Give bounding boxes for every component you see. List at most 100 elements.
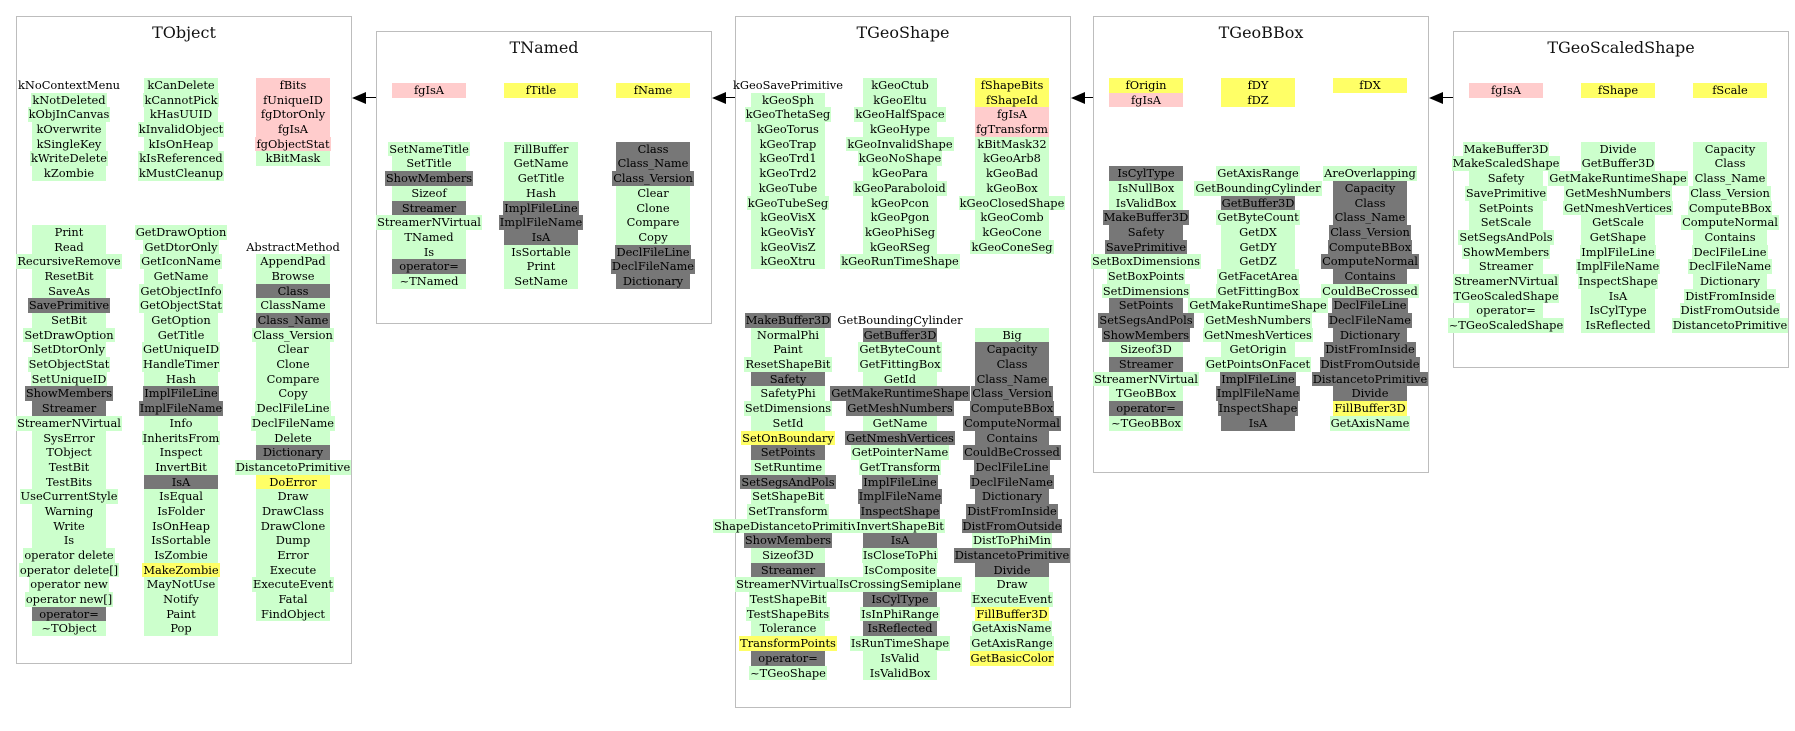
member-item: DrawClass: [218, 503, 368, 519]
member-label: kBitMask: [256, 151, 330, 167]
member-label: GetObjectInfo: [139, 283, 223, 299]
member-item: Capacity: [937, 342, 1087, 358]
member-label: Sizeof3D: [751, 548, 825, 563]
member-item: Copy: [218, 386, 368, 402]
member-label: SetPoints: [1109, 298, 1183, 314]
member-column: fOrigin fgIsA IsCylType IsNullBox IsValidBox…: [1071, 78, 1221, 431]
member-item: IsEqual: [106, 489, 256, 504]
member-gap: [1295, 122, 1445, 137]
member-item: Sizeof3D: [1071, 342, 1221, 358]
member-item: Browse: [218, 268, 368, 284]
member-item: IsCylType: [1543, 303, 1693, 319]
member-label: GetName: [144, 268, 218, 284]
member-label: Streamer: [751, 562, 825, 578]
member-item: SysError: [0, 430, 144, 446]
member-item: GetAxisRange: [1183, 166, 1333, 181]
member-label: ImplFileName: [857, 489, 943, 504]
member-label: DistancetoPrimitive: [1311, 371, 1429, 387]
member-label: ImplFileName: [138, 401, 224, 416]
member-item: Clear: [218, 342, 368, 358]
member-column: fBits fUniqueID fgDtorOnly fgIsA fgObjectSta…: [218, 78, 368, 622]
member-item: DeclFileLine: [937, 459, 1087, 475]
member-item: kOverwrite: [0, 122, 144, 137]
member-label: Dictionary: [256, 445, 330, 460]
member-item: ~TNamed: [354, 273, 504, 289]
member-item: Hash: [466, 185, 616, 201]
member-label: kGeoClosedShape: [958, 195, 1066, 211]
member-item: kObjInCanvas: [0, 107, 144, 123]
member-label: Safety: [1109, 224, 1183, 240]
member-item: fgIsA: [1071, 92, 1221, 108]
member-label: SetBit: [32, 313, 106, 328]
member-item: Error: [218, 548, 368, 563]
member-item: DoError: [218, 474, 368, 490]
member-item: IsCloseToPhi: [825, 548, 975, 563]
member-gap: [1655, 98, 1795, 113]
member-item: ShowMembers: [0, 386, 144, 402]
member-item: GetDX: [1183, 224, 1333, 240]
member-item: Streamer: [713, 562, 863, 578]
member-label: Class_Version: [252, 327, 334, 343]
member-item: kGeoComb: [937, 210, 1087, 225]
member-label: fDY: [1221, 78, 1295, 93]
member-item: fDY: [1183, 78, 1333, 93]
member-label: kGeoPara: [863, 166, 937, 181]
member-column: kGeoSavePrimitive kGeoSph kGeoThetaSeg kGeo…: [713, 78, 864, 681]
member-item: GetAxisName: [1295, 415, 1445, 431]
member-label: kCannotPick: [143, 92, 219, 108]
member-gap: [1655, 127, 1795, 142]
member-item: GetByteCount: [825, 342, 975, 358]
member-label: IsA: [504, 229, 578, 245]
member-label: operator=: [751, 650, 825, 666]
member-item: IsA: [825, 533, 975, 549]
member-item: kGeoPgon: [825, 210, 975, 225]
member-label: GetOrigin: [1221, 342, 1295, 358]
member-label: ~TGeoShape: [749, 665, 827, 681]
member-label: DrawClone: [256, 518, 330, 534]
member-item: TestShapeBit: [713, 592, 863, 607]
member-item: IsCylType: [825, 592, 975, 607]
member-item: fgObjectStat: [218, 136, 368, 152]
member-label: Streamer: [1109, 357, 1183, 372]
member-item: Capacity: [1655, 141, 1795, 157]
member-item: AbstractMethod: [218, 240, 368, 255]
member-item: Class_Version: [1295, 224, 1445, 240]
member-label: MakeBuffer3D: [1462, 141, 1550, 157]
member-label: Draw: [256, 489, 330, 504]
member-label: StreamerNVirtual: [1093, 371, 1199, 387]
member-label: ~TGeoScaledShape: [1447, 318, 1565, 333]
member-label: kGeoTubeSeg: [746, 195, 830, 211]
member-label: IsA: [144, 474, 218, 490]
member-label: GetTitle: [504, 171, 578, 186]
member-label: DistFromOutside: [1319, 357, 1421, 372]
member-item: GetIconName: [106, 254, 256, 269]
member-item: GetTransform: [825, 459, 975, 475]
member-item: Dictionary: [937, 489, 1087, 504]
member-item: kCannotPick: [106, 92, 256, 108]
member-item: IsRunTimeShape: [825, 636, 975, 651]
member-label: GetBoundingCylinder: [1194, 180, 1322, 196]
member-item: DeclFileLine: [578, 244, 728, 260]
member-item: SetUniqueID: [0, 371, 144, 387]
member-item: ~TGeoScaledShape: [1431, 318, 1581, 333]
member-label: Clone: [256, 357, 330, 372]
member-item: GetMeshNumbers: [1183, 313, 1333, 328]
member-item: kGeoPara: [825, 166, 975, 181]
member-item: IsA: [1543, 288, 1693, 304]
member-item: fShapeId: [937, 92, 1087, 108]
member-item: SetOnBoundary: [713, 430, 863, 446]
member-item: kInvalidObject: [106, 122, 256, 137]
member-item: operator new: [0, 577, 144, 593]
member-label: DistancetoPrimitive: [234, 459, 352, 475]
member-item: FillBuffer3D: [937, 606, 1087, 622]
member-item: kGeoXtru: [713, 254, 863, 269]
member-item: Class_Version: [1655, 185, 1795, 201]
member-label: Class_Version: [1689, 185, 1771, 201]
member-label: SetSegsAndPols: [1458, 229, 1554, 245]
member-label: Class_Version: [1329, 224, 1411, 240]
member-label: fShapeBits: [975, 78, 1049, 93]
member-column: fgIsA SetNameTitle SetTitle ShowMembers Size…: [354, 83, 504, 289]
member-item: kGeoThetaSeg: [713, 107, 863, 123]
member-label: TestShapeBits: [745, 606, 831, 622]
member-item: IsValidBox: [825, 665, 975, 681]
